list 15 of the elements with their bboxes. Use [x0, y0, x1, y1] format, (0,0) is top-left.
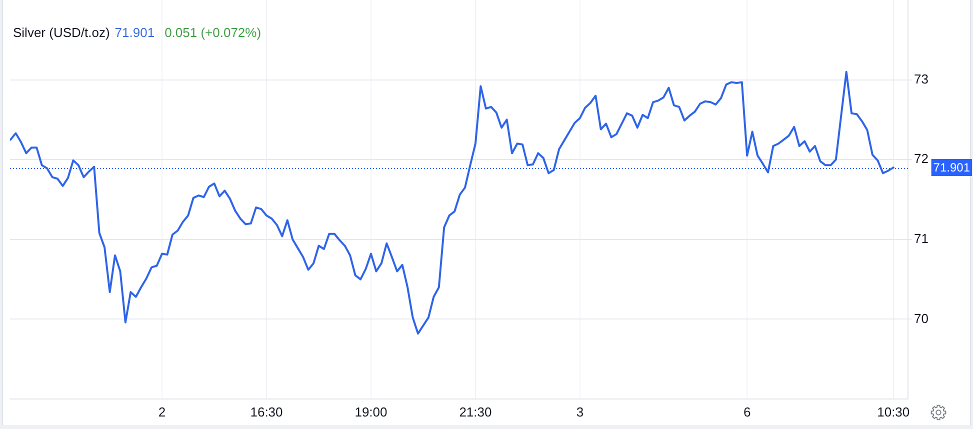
x-tick-label: 16:30	[250, 404, 283, 420]
y-tick-label: 70	[914, 310, 928, 326]
x-tick-label: 2	[158, 404, 166, 420]
x-tick-label: 6	[743, 404, 751, 420]
y-tick-label: 72	[914, 151, 928, 166]
ref-line-label: 71.901	[933, 160, 970, 174]
x-tick-label: 3	[576, 404, 584, 420]
annotation: 71.901	[114, 24, 155, 42]
x-tick-label: 21:30	[459, 404, 492, 420]
x-tick-label: 19:00	[354, 404, 388, 420]
annotation: 0.051 (+0.072%)	[164, 24, 262, 42]
text: Silver (USD/t.oz)	[13, 24, 110, 42]
y-tick-label: 73	[914, 71, 928, 86]
y-tick-label: 71	[914, 230, 928, 246]
x-tick-label: 10:30	[877, 404, 910, 420]
